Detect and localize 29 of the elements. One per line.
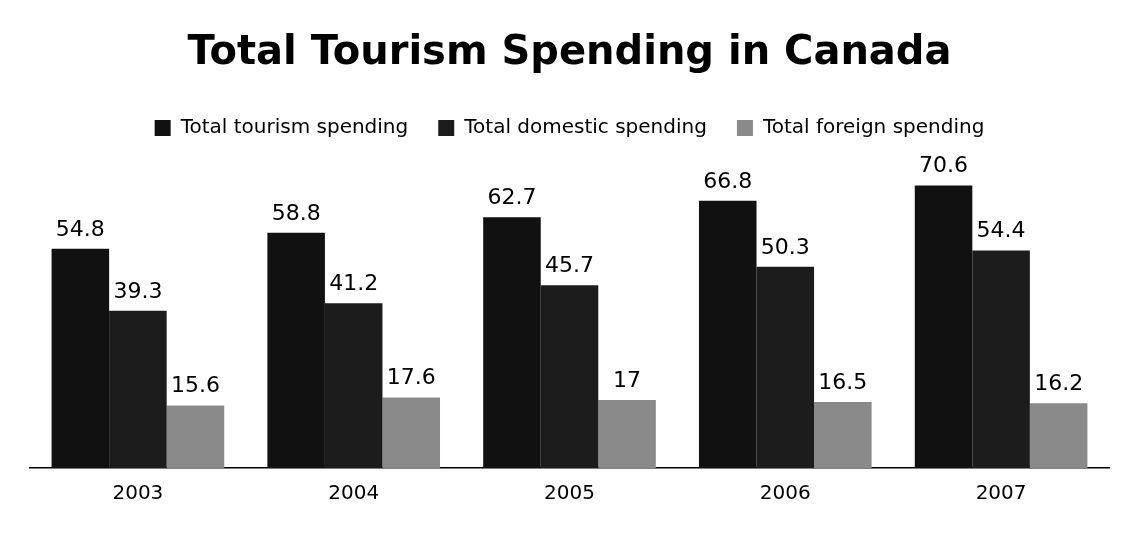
bar (166, 405, 225, 468)
data-label: 45.7 (545, 251, 594, 277)
x-tick-label: 2004 (328, 480, 380, 505)
legend-label: Total domestic spending (463, 114, 707, 139)
bar (382, 397, 441, 468)
data-label: 54.4 (976, 217, 1026, 243)
x-tick-label: 2006 (759, 480, 811, 505)
legend-label: Total foreign spending (761, 114, 985, 139)
data-label: 66.8 (703, 167, 753, 193)
data-label: 17 (613, 366, 642, 392)
bar (814, 402, 872, 468)
data-label: 70.6 (919, 152, 969, 178)
data-label: 41.2 (329, 269, 379, 295)
data-label: 15.6 (170, 372, 220, 398)
x-tick-label: 2007 (975, 480, 1027, 505)
bar (598, 400, 656, 468)
data-label: 16.2 (1034, 369, 1084, 395)
x-tick-label: 2005 (544, 480, 595, 505)
data-label: 17.6 (386, 364, 436, 390)
x-tick-label: 2003 (112, 480, 164, 505)
data-label: 54.8 (55, 215, 105, 241)
data-label: 58.8 (271, 199, 321, 225)
bar (1029, 403, 1088, 468)
data-label: 62.7 (487, 183, 537, 209)
data-label: 50.3 (760, 233, 810, 259)
data-label: 16.5 (818, 368, 868, 394)
legend-label: Total tourism spending (179, 114, 409, 139)
chart-title: Total Tourism Spending in Canada (187, 27, 952, 74)
data-label: 39.3 (113, 277, 163, 303)
